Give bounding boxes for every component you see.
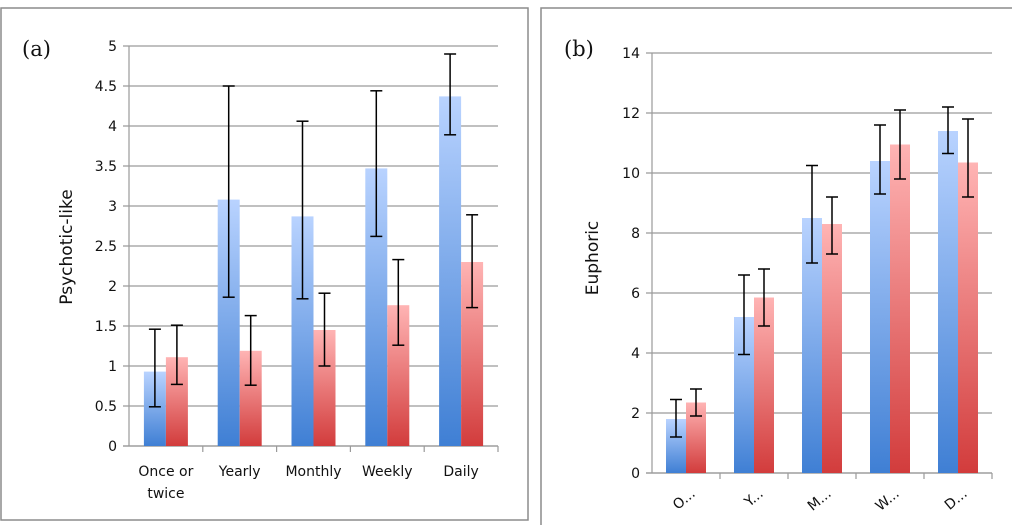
red-bar bbox=[686, 402, 706, 473]
chart-b-error-bars bbox=[670, 106, 974, 438]
chart-a-bars bbox=[143, 96, 484, 447]
x-tick-label: Once or twice bbox=[138, 464, 193, 502]
y-tick-label: 10 bbox=[622, 166, 640, 182]
x-tick-label: Weekly bbox=[362, 464, 413, 480]
red-bar bbox=[890, 144, 910, 473]
x-tick-label: Y... bbox=[741, 486, 767, 511]
red-bar bbox=[165, 357, 188, 446]
x-tick-label: O... bbox=[670, 486, 699, 514]
red-bar bbox=[313, 330, 336, 446]
x-tick-label: D... bbox=[942, 486, 971, 514]
chart-a-gridlines bbox=[123, 45, 499, 452]
y-tick-label: 14 bbox=[622, 46, 640, 62]
chart-a-y-ticks: 0 0.5 1 1.5 2 2.5 3 3.5 4 4.5 5 bbox=[95, 39, 117, 455]
chart-a-frame bbox=[0, 7, 529, 521]
blue-bar bbox=[439, 96, 462, 447]
chart-b-svg: 0 2 4 6 8 10 12 14 O... Y... M... W... D... (b) Eup… bbox=[540, 7, 1012, 525]
chart-a-x-ticks: Once or twice Yearly Monthly Weekly Daily bbox=[138, 464, 478, 502]
blue-bar bbox=[365, 168, 388, 446]
x-tick-label: M... bbox=[805, 486, 835, 515]
red-bar bbox=[822, 224, 842, 473]
blue-bar bbox=[870, 161, 890, 473]
blue-bar bbox=[666, 419, 686, 473]
x-tick-label: Monthly bbox=[285, 464, 341, 480]
chart-panel-b: 0 2 4 6 8 10 12 14 O... Y... M... W... D... (b) Eup… bbox=[540, 0, 1012, 525]
blue-bar bbox=[143, 371, 166, 446]
chart-b-bars bbox=[666, 131, 978, 473]
red-bar bbox=[239, 350, 262, 446]
chart-a-error-bars bbox=[148, 53, 479, 408]
y-tick-label: 5 bbox=[108, 39, 117, 55]
chart-b-frame bbox=[540, 7, 1012, 525]
blue-bar bbox=[291, 216, 314, 446]
x-tick-label: Yearly bbox=[218, 464, 261, 480]
chart-b-y-axis-label: Euphoric bbox=[583, 221, 603, 296]
red-bar bbox=[754, 297, 774, 473]
blue-bar bbox=[734, 317, 754, 473]
y-tick-label: 4 bbox=[631, 346, 640, 362]
x-tick-label: Daily bbox=[443, 464, 478, 480]
y-tick-label: 8 bbox=[631, 226, 640, 242]
y-tick-label: 4 bbox=[108, 119, 117, 135]
y-tick-label: 3.5 bbox=[95, 159, 117, 175]
blue-bar bbox=[217, 199, 240, 446]
chart-a-y-axis-label: Psychotic-like bbox=[57, 189, 77, 304]
y-tick-label: 0 bbox=[631, 466, 640, 482]
chart-a-panel-label: (a) bbox=[22, 37, 51, 61]
y-tick-label: 3 bbox=[108, 199, 117, 215]
y-tick-label: 1.5 bbox=[95, 319, 117, 335]
y-tick-label: 4.5 bbox=[95, 79, 117, 95]
y-tick-label: 12 bbox=[622, 106, 640, 122]
chart-b-x-ticks: O... Y... M... W... D... bbox=[670, 486, 971, 515]
y-tick-label: 0.5 bbox=[95, 399, 117, 415]
chart-a-svg: 0 0.5 1 1.5 2 2.5 3 3.5 4 4.5 5 Once or twice Yearly… bbox=[0, 7, 529, 521]
y-tick-label: 1 bbox=[108, 359, 117, 375]
chart-panel-a: 0 0.5 1 1.5 2 2.5 3 3.5 4 4.5 5 Once or twice Yearly… bbox=[0, 7, 529, 521]
red-bar bbox=[387, 305, 410, 446]
y-tick-label: 0 bbox=[108, 439, 117, 455]
chart-b-y-ticks: 0 2 4 6 8 10 12 14 bbox=[622, 46, 640, 482]
y-tick-label: 6 bbox=[631, 286, 640, 302]
x-tick-label: W... bbox=[873, 486, 903, 515]
blue-bar bbox=[938, 131, 958, 473]
y-tick-label: 2 bbox=[108, 279, 117, 295]
blue-bar bbox=[802, 218, 822, 473]
chart-b-panel-label: (b) bbox=[564, 37, 594, 61]
y-tick-label: 2.5 bbox=[95, 239, 117, 255]
y-tick-label: 2 bbox=[631, 406, 640, 422]
red-bar bbox=[958, 162, 978, 473]
